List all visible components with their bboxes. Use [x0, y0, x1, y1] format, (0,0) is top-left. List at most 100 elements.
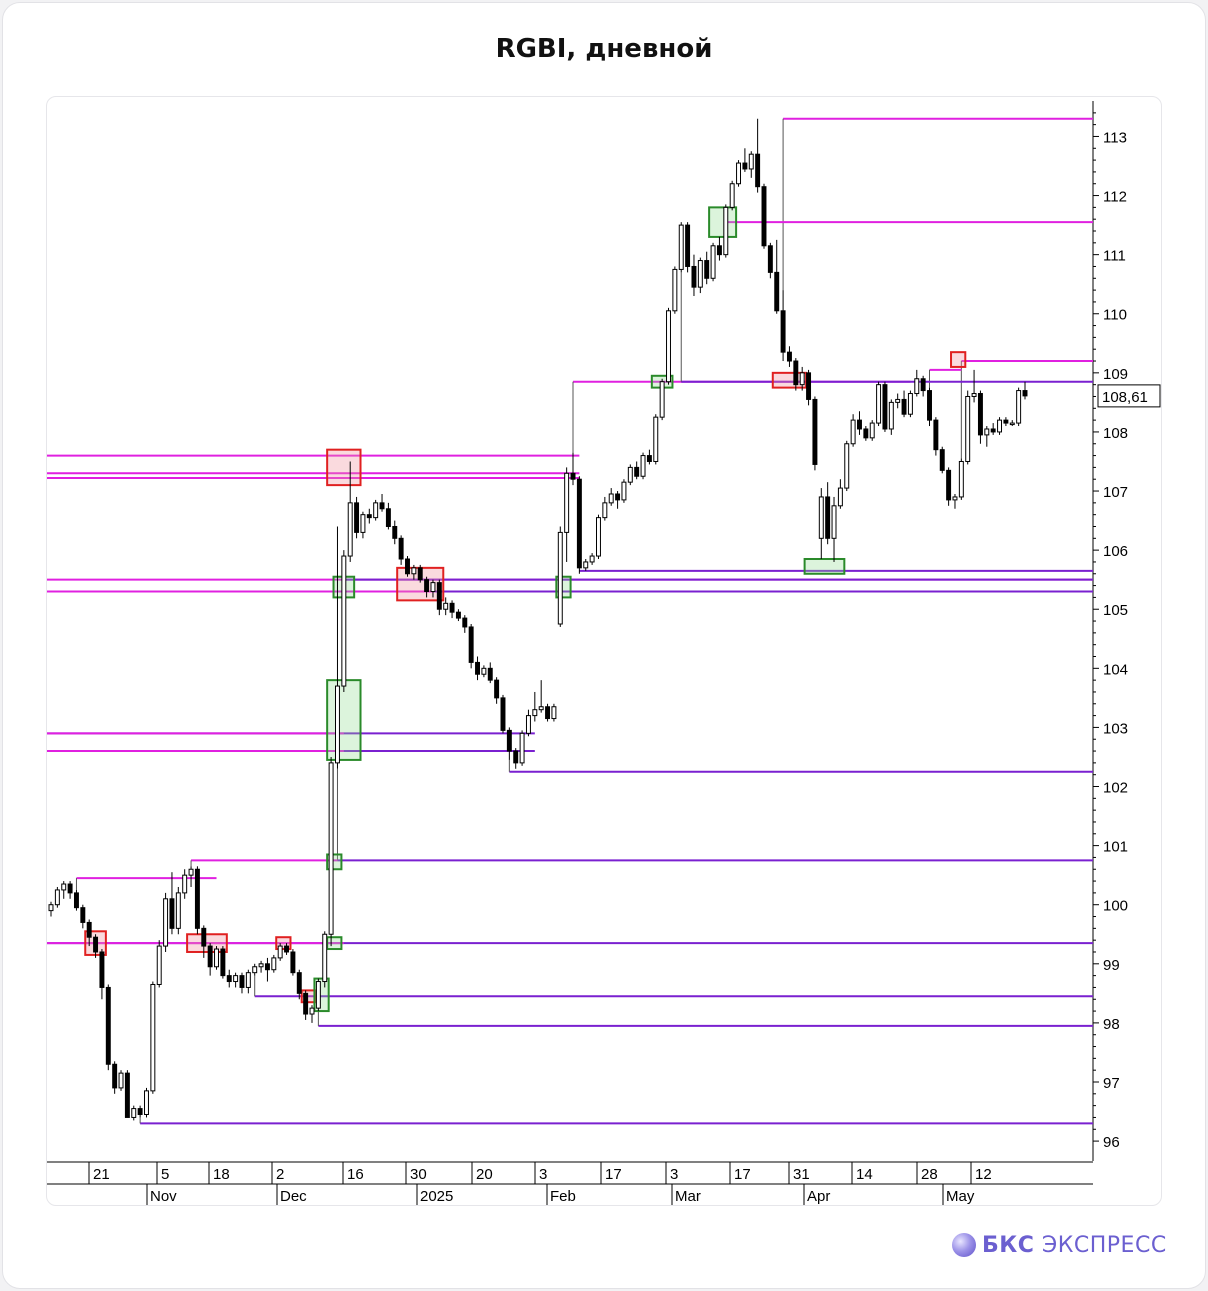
candle-up: [347, 502, 353, 557]
candle-up: [525, 715, 531, 734]
candle-up: [551, 706, 557, 720]
candle-down: [385, 508, 391, 527]
candle-down: [112, 1063, 118, 1089]
candle-up: [965, 395, 971, 462]
candle-up: [837, 487, 843, 507]
chart-title: RGBI, дневной: [495, 34, 713, 64]
candle-down: [704, 260, 710, 279]
candle-down: [86, 921, 92, 938]
candle-up: [163, 898, 169, 947]
y-tick-label: 105: [1103, 602, 1128, 619]
y-tick-label: 102: [1103, 780, 1128, 797]
x-month-label: Feb: [550, 1188, 576, 1205]
y-tick-label: 112: [1103, 189, 1127, 206]
candle-up: [144, 1090, 149, 1115]
candle-down: [93, 936, 99, 953]
candle-up: [188, 868, 194, 876]
candle-up: [245, 972, 251, 988]
candle-up: [118, 1072, 124, 1089]
y-tick-label: 108: [1103, 425, 1128, 442]
candle-up: [1009, 422, 1015, 426]
green-zone-box: [326, 936, 343, 951]
candle-down: [296, 972, 302, 994]
candle-down: [201, 927, 207, 947]
candle-up: [233, 975, 239, 983]
candle-up: [131, 1108, 137, 1118]
candle-down: [436, 582, 442, 610]
candle-down: [290, 951, 296, 974]
x-day-label: 17: [734, 1166, 751, 1183]
candle-up: [697, 260, 703, 288]
candle-down: [946, 469, 952, 501]
x-day-label: 17: [605, 1166, 622, 1183]
candle-down: [424, 579, 430, 592]
candle-up: [888, 401, 894, 430]
candle-down: [513, 750, 519, 764]
x-day-label: 31: [793, 1166, 810, 1183]
candle-up: [666, 310, 671, 383]
candle-down: [646, 455, 652, 462]
red-zone-box: [275, 936, 292, 951]
candle-up: [958, 460, 964, 498]
candle-up: [602, 502, 608, 519]
candle-down: [500, 697, 506, 731]
candle-up: [608, 493, 614, 504]
candle-up: [1016, 390, 1022, 424]
candle-down: [468, 626, 474, 663]
candle-down: [366, 514, 372, 519]
x-month-label: Mar: [675, 1188, 701, 1205]
candle-down: [417, 567, 423, 581]
candle-down: [786, 351, 792, 362]
candle-up: [271, 957, 277, 971]
candle-up: [627, 466, 633, 483]
candle-up: [710, 245, 716, 279]
candle-up: [876, 384, 882, 424]
x-day-label: 21: [93, 1166, 110, 1183]
candle-down: [812, 398, 818, 465]
candle-down: [977, 393, 983, 436]
candle-down: [303, 992, 309, 1015]
x-day-label: 18: [213, 1166, 230, 1183]
candle-down: [105, 986, 111, 1065]
candle-down: [207, 945, 213, 968]
candle-up: [182, 874, 188, 894]
green-zone-box: [708, 206, 738, 238]
candle-up: [748, 153, 754, 170]
candle-up: [54, 889, 60, 906]
candle-up: [895, 398, 901, 403]
candle-down: [901, 398, 907, 415]
candle-up: [907, 393, 913, 415]
candle-down: [576, 478, 582, 569]
candle-up: [150, 983, 156, 1092]
x-day-label: 5: [161, 1166, 169, 1183]
brand-bold: БКС: [982, 1232, 1035, 1258]
x-month-label: May: [946, 1188, 975, 1205]
candle-down: [634, 466, 640, 477]
candle-down: [755, 153, 761, 188]
candle-down: [716, 245, 722, 256]
candle-down: [793, 360, 799, 386]
candle-up: [277, 945, 283, 959]
candle-up: [672, 268, 678, 312]
x-month-label: 2025: [420, 1188, 453, 1205]
x-month-label: Apr: [807, 1188, 830, 1205]
y-tick-label: 98: [1103, 1016, 1120, 1033]
candle-up: [315, 981, 321, 1009]
candle-up: [61, 883, 67, 891]
candle-down: [742, 162, 748, 170]
candle-up: [430, 582, 436, 592]
last-price-box: [1097, 384, 1161, 408]
candle-down: [487, 667, 493, 681]
candle-down: [220, 948, 226, 977]
candle-down: [691, 265, 697, 288]
x-day-label: 28: [921, 1166, 938, 1183]
candle-up: [596, 517, 601, 557]
candle-down: [767, 245, 773, 273]
candle-up: [621, 481, 627, 501]
candle-down: [354, 502, 360, 533]
candle-down: [67, 883, 73, 894]
candle-up: [252, 966, 258, 974]
brand-logo-block: БКС ЭКСПРЕСС: [952, 1231, 1167, 1259]
y-tick-label: 106: [1103, 543, 1128, 560]
candle-up: [818, 496, 824, 539]
